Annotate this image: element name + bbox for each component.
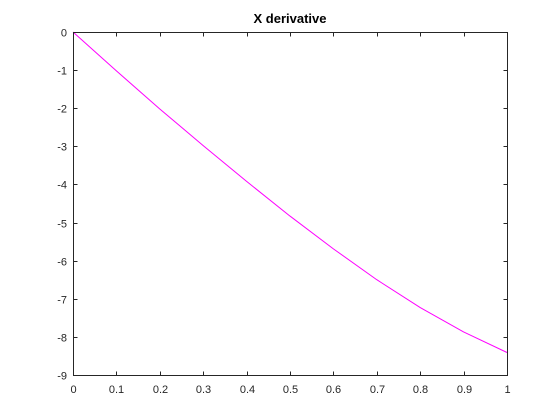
y-tick-label: -1 xyxy=(57,66,67,78)
x-tick-label: 0.6 xyxy=(326,384,341,396)
chart-title: X derivative xyxy=(254,11,327,26)
x-tick-label: 0.3 xyxy=(196,384,211,396)
y-tick-label: -2 xyxy=(57,104,67,116)
x-tick-label: 0.7 xyxy=(370,384,385,396)
y-tick-label: 0 xyxy=(61,28,67,40)
y-axis: 0 -1 -2 -3 -4 -5 -6 -7 -8 -9 xyxy=(57,28,508,383)
y-tick-label: -9 xyxy=(57,371,67,383)
x-tick-label: 0.9 xyxy=(457,384,472,396)
x-tick-label: 0 xyxy=(70,384,76,396)
y-tick-label: -3 xyxy=(57,142,67,154)
y-tick-label: -8 xyxy=(57,333,67,345)
axes-box xyxy=(73,32,508,376)
plot-area xyxy=(73,32,507,375)
x-tick-label: 0.2 xyxy=(153,384,168,396)
y-tick-label: -5 xyxy=(57,219,67,231)
x-axis: 0 0.1 0.2 0.3 0.4 0.5 0.6 0.7 0.8 0.9 1 xyxy=(70,32,511,396)
y-tick-label: -6 xyxy=(57,257,67,269)
x-tick-label: 0.8 xyxy=(413,384,428,396)
plot-background xyxy=(73,32,507,375)
series-line-0 xyxy=(72,31,508,353)
x-tick-label: 1 xyxy=(504,384,510,396)
y-tick-label: -7 xyxy=(57,295,67,307)
x-tick-label: 0.5 xyxy=(283,384,298,396)
series-layer xyxy=(72,31,508,353)
x-tick-label: 0.4 xyxy=(240,384,255,396)
x-tick-label: 0.1 xyxy=(109,384,124,396)
y-tick-label: -4 xyxy=(57,180,67,192)
